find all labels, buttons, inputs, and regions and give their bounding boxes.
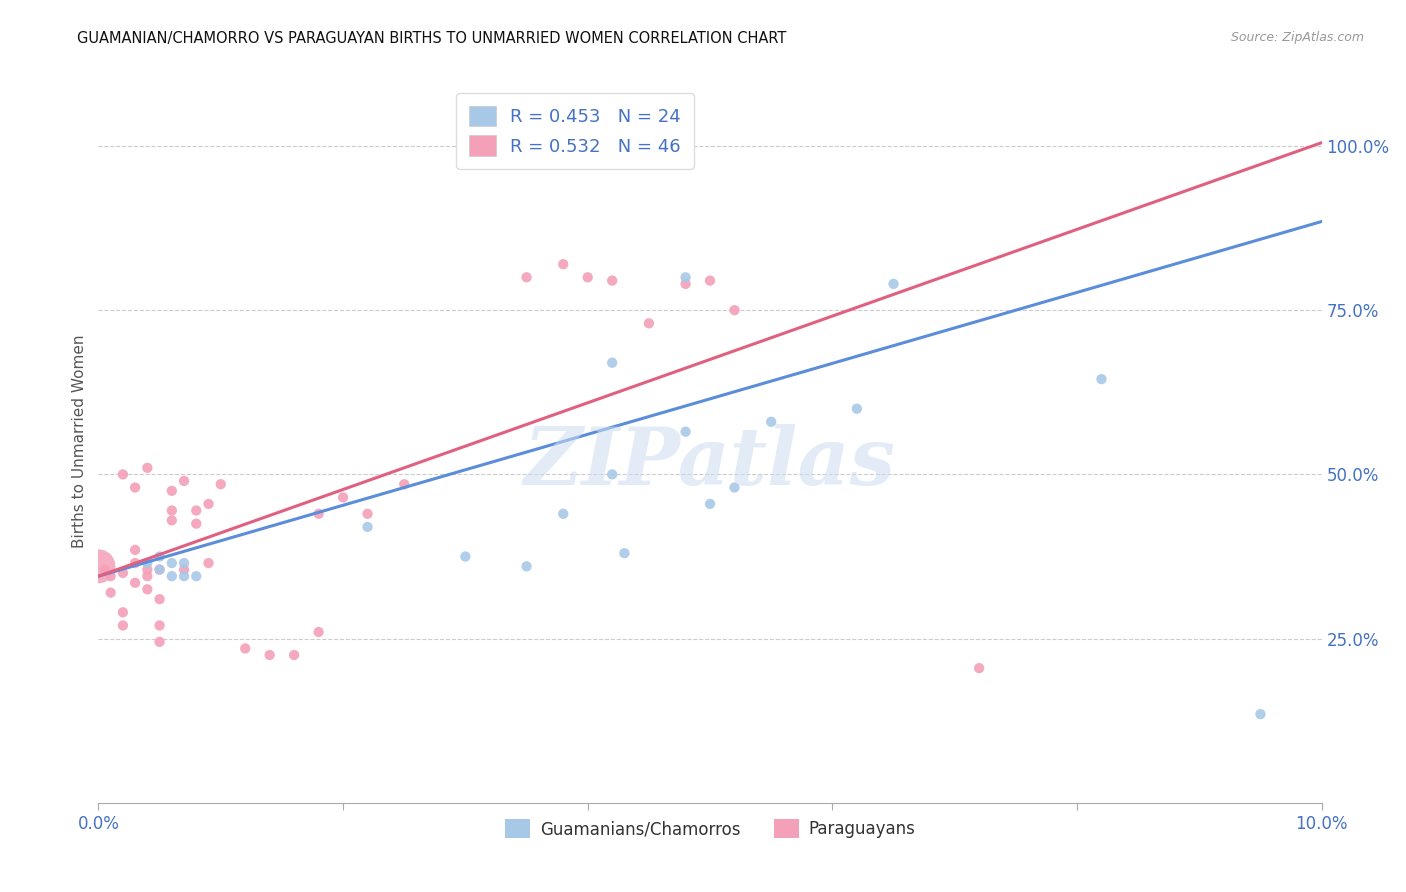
Point [699,274,721,288]
Point [93,563,115,577]
Point [209,477,232,491]
Point [173,569,195,583]
Text: ZIPatlas: ZIPatlas [524,425,896,502]
Point [173,474,195,488]
Point [553,507,575,521]
Point [197,556,219,570]
Point [675,277,697,291]
Point [124,556,146,570]
Point [149,549,172,564]
Text: Source: ZipAtlas.com: Source: ZipAtlas.com [1230,31,1364,45]
Point [160,513,183,527]
Point [516,270,538,285]
Point [149,563,172,577]
Point [173,563,195,577]
Point [149,635,172,649]
Point [259,648,281,662]
Point [454,549,477,564]
Point [308,507,330,521]
Point [637,316,661,330]
Point [845,401,868,416]
Point [516,559,538,574]
Point [136,569,159,583]
Point [136,582,159,597]
Point [111,605,134,619]
Point [100,585,122,599]
Point [600,467,623,482]
Point [87,559,110,574]
Point [124,575,146,590]
Point [613,546,636,560]
Y-axis label: Births to Unmarried Women: Births to Unmarried Women [72,334,87,549]
Point [186,503,208,517]
Point [136,563,159,577]
Point [1090,372,1112,386]
Point [723,481,745,495]
Point [149,563,172,577]
Point [392,477,416,491]
Point [553,257,575,271]
Point [100,569,122,583]
Point [186,516,208,531]
Point [699,497,721,511]
Point [149,592,172,607]
Point [356,507,378,521]
Point [160,483,183,498]
Point [883,277,905,291]
Point [124,542,146,557]
Point [1249,707,1271,722]
Point [160,556,183,570]
Point [600,274,623,288]
Point [576,270,599,285]
Point [173,556,195,570]
Point [111,467,134,482]
Point [356,520,378,534]
Point [675,270,697,285]
Text: GUAMANIAN/CHAMORRO VS PARAGUAYAN BIRTHS TO UNMARRIED WOMEN CORRELATION CHART: GUAMANIAN/CHAMORRO VS PARAGUAYAN BIRTHS … [77,31,787,46]
Point [967,661,990,675]
Point [149,618,172,632]
Point [283,648,305,662]
Legend: Guamanians/Chamorros, Paraguayans: Guamanians/Chamorros, Paraguayans [498,813,922,845]
Point [723,303,745,318]
Point [160,503,183,517]
Point [186,569,208,583]
Point [308,625,330,640]
Point [197,497,219,511]
Point [600,356,623,370]
Point [332,491,354,505]
Point [111,566,134,580]
Point [160,569,183,583]
Point [111,618,134,632]
Point [759,415,782,429]
Point [136,460,159,475]
Point [136,556,159,570]
Point [233,641,256,656]
Point [124,481,146,495]
Point [675,425,697,439]
